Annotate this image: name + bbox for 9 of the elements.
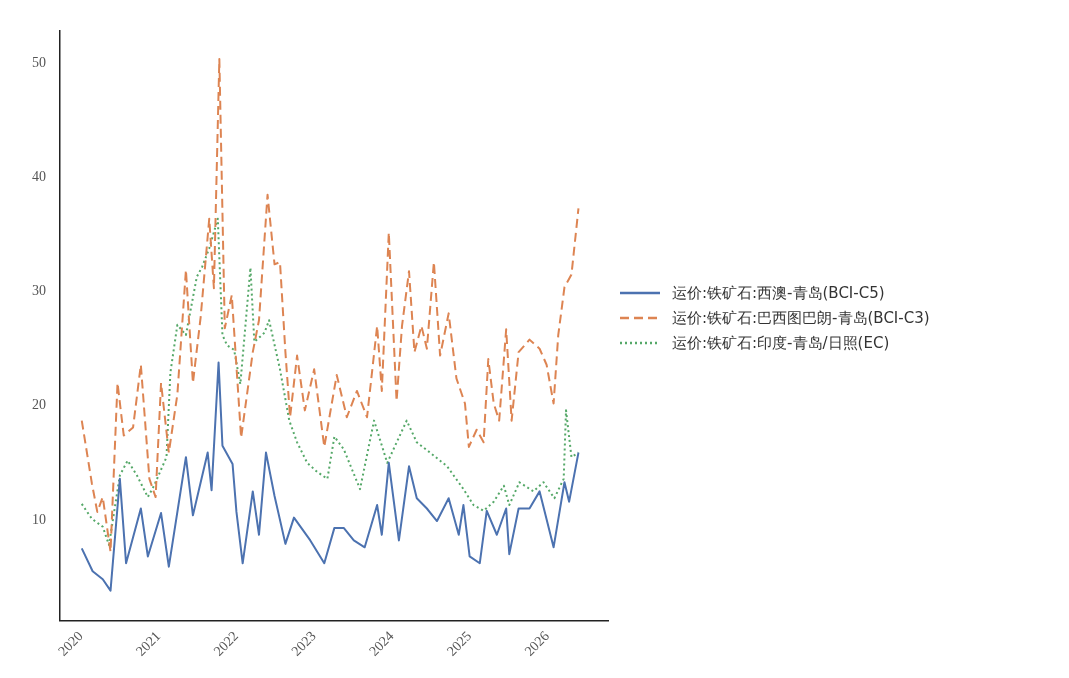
legend-label: 运价:铁矿石:印度-青岛/日照(EC): [672, 333, 890, 353]
y-tick-label: 20: [32, 397, 46, 413]
legend-label: 运价:铁矿石:西澳-青岛(BCI-C5): [672, 283, 885, 303]
line-series: [80, 57, 580, 553]
y-tick-label: 40: [32, 169, 46, 185]
y-tick-label: 10: [32, 511, 46, 527]
legend-label: 运价:铁矿石:巴西图巴朗-青岛(BCI-C3): [672, 308, 930, 328]
y-tick-label: 50: [32, 55, 46, 71]
y-tick-label: 30: [32, 283, 46, 299]
